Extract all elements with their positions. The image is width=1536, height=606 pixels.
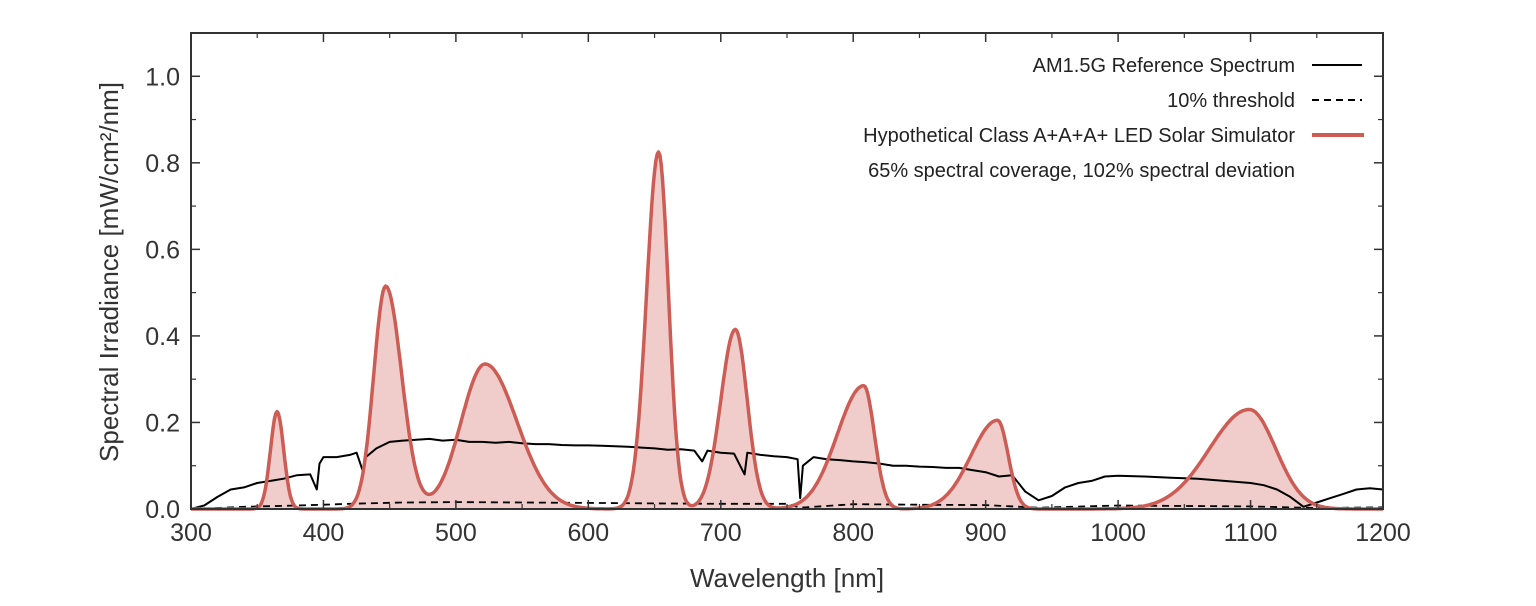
- y-axis-title: Spectral Irradiance [mW/cm²/nm]: [94, 82, 124, 462]
- led-fill-area: [191, 152, 1383, 509]
- x-tick-label: 1000: [1090, 519, 1146, 547]
- reference-spectrum-line: [190, 437, 1384, 510]
- plot-area: [190, 150, 1384, 511]
- x-tick-label: 300: [170, 519, 212, 547]
- y-tick-label: 0.0: [145, 496, 180, 524]
- legend: AM1.5G Reference Spectrum 10% threshold …: [863, 55, 1364, 182]
- x-tick-label: 400: [303, 519, 345, 547]
- y-tick-label: 0.2: [145, 409, 180, 437]
- y-tick-label: 0.4: [145, 323, 180, 351]
- legend-label-threshold: 10% threshold: [1167, 90, 1295, 112]
- axes: 300 400 500 600 700 800 900 1000 1100 1200 0.0 0.2 0…: [145, 32, 1411, 547]
- x-tick-label: 500: [435, 519, 477, 547]
- x-tick-label: 600: [567, 519, 609, 547]
- legend-label-reference: AM1.5G Reference Spectrum: [1033, 55, 1295, 77]
- y-tick-label: 0.6: [145, 236, 180, 264]
- x-tick-label: 1200: [1355, 519, 1411, 547]
- x-tick-label: 700: [700, 519, 742, 547]
- legend-label-led: Hypothetical Class A+A+A+ LED Solar Simu…: [863, 125, 1295, 147]
- x-tick-label: 1100: [1224, 519, 1278, 547]
- x-axis-title: Wavelength [nm]: [690, 563, 884, 593]
- y-tick-label: 1.0: [145, 63, 180, 91]
- legend-label-metrics: 65% spectral coverage, 102% spectral dev…: [868, 160, 1295, 182]
- x-tick-label: 800: [832, 519, 874, 547]
- x-tick-label: 900: [965, 519, 1007, 547]
- y-tick-label: 0.8: [145, 150, 180, 178]
